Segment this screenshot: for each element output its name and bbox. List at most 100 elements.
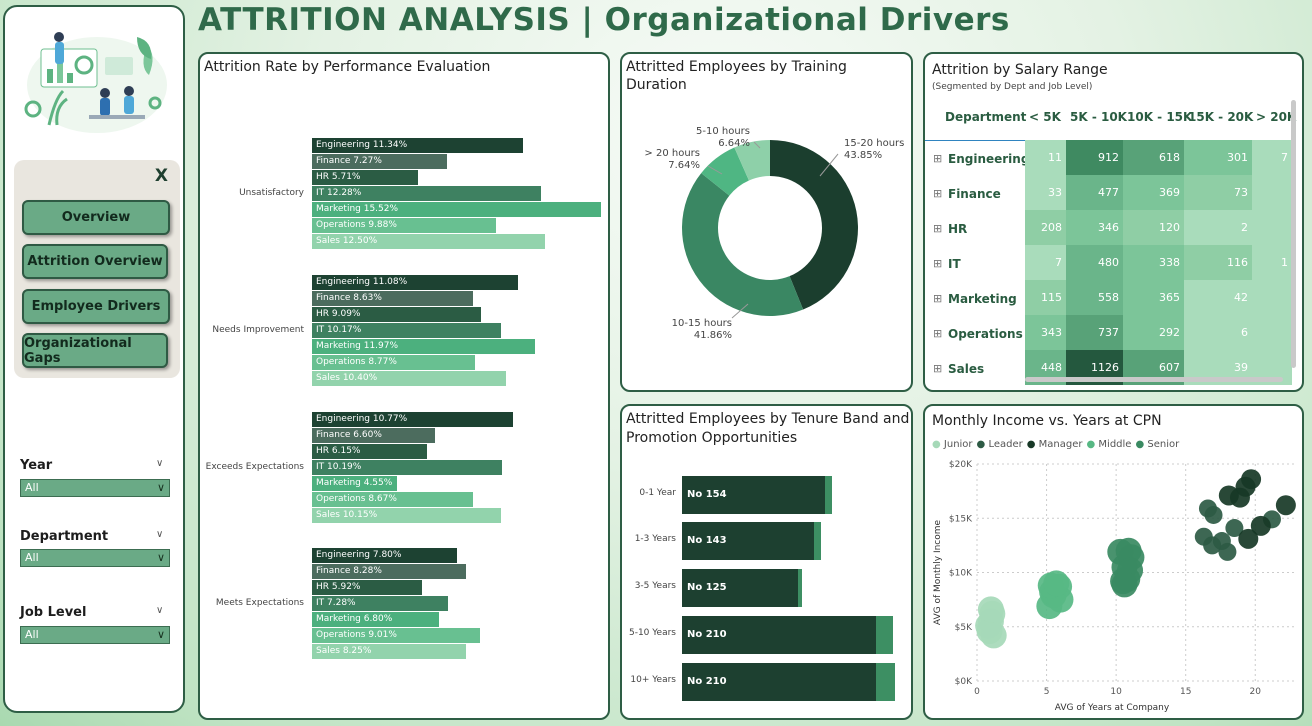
- salary-cell[interactable]: [1252, 175, 1292, 210]
- salary-cell[interactable]: 2: [1184, 210, 1252, 245]
- salary-cell[interactable]: [1252, 315, 1292, 350]
- tenure-bar-no[interactable]: No 210: [682, 616, 877, 654]
- tenure-bar-no[interactable]: No 125: [682, 569, 798, 607]
- legend-item[interactable]: ● Senior: [1135, 439, 1179, 450]
- performance-bar[interactable]: Engineering 10.77%: [312, 412, 513, 427]
- salary-cell[interactable]: 33: [1025, 175, 1066, 210]
- salary-cell[interactable]: 480: [1066, 245, 1123, 280]
- salary-cell[interactable]: 1: [1252, 245, 1292, 280]
- performance-bar[interactable]: Marketing 11.97%: [312, 339, 535, 354]
- salary-cell[interactable]: 558: [1066, 280, 1123, 315]
- salary-cell[interactable]: 11: [1025, 140, 1066, 175]
- performance-bar[interactable]: Marketing 15.52%: [312, 202, 601, 217]
- performance-bar[interactable]: HR 5.71%: [312, 170, 419, 185]
- legend-item[interactable]: ● Middle: [1087, 439, 1132, 450]
- salary-dept-label[interactable]: Marketing: [948, 292, 1017, 306]
- tenure-bar-yes[interactable]: [876, 663, 895, 701]
- chevron-down-icon[interactable]: ∨: [156, 458, 164, 469]
- performance-bar[interactable]: Engineering 11.34%: [312, 138, 524, 153]
- chevron-down-icon[interactable]: ∨: [156, 605, 164, 616]
- tenure-bar-yes[interactable]: [814, 522, 821, 560]
- tenure-bar-no[interactable]: No 154: [682, 476, 825, 514]
- donut-slice[interactable]: [734, 140, 770, 181]
- performance-bar[interactable]: HR 6.15%: [312, 444, 427, 459]
- performance-bar[interactable]: Operations 8.67%: [312, 492, 474, 507]
- performance-bar[interactable]: IT 12.28%: [312, 186, 541, 201]
- job-level-filter-select[interactable]: All ∨: [20, 626, 170, 644]
- scatter-point[interactable]: [1115, 537, 1142, 564]
- salary-cell[interactable]: 42: [1184, 280, 1252, 315]
- scatter-point[interactable]: [1198, 499, 1217, 518]
- tenure-bar-no[interactable]: No 210: [682, 663, 877, 701]
- salary-cell[interactable]: 338: [1123, 245, 1184, 280]
- expand-icon[interactable]: ⊞: [933, 257, 943, 270]
- salary-cell[interactable]: 115: [1025, 280, 1066, 315]
- performance-bar[interactable]: Sales 8.25%: [312, 644, 466, 659]
- vertical-scrollbar[interactable]: [1291, 100, 1296, 368]
- scatter-point[interactable]: [1275, 495, 1296, 516]
- salary-dept-label[interactable]: HR: [948, 222, 968, 236]
- expand-icon[interactable]: ⊞: [933, 152, 943, 165]
- chevron-down-icon[interactable]: ∨: [156, 529, 164, 540]
- nav-overview-button[interactable]: Overview: [22, 200, 170, 235]
- scatter-point[interactable]: [1111, 571, 1138, 598]
- salary-dept-label[interactable]: Operations: [948, 327, 1023, 341]
- donut-slice[interactable]: [682, 173, 804, 316]
- salary-column-header[interactable]: > 20K: [1256, 110, 1297, 124]
- salary-cell[interactable]: 120: [1123, 210, 1184, 245]
- salary-column-header[interactable]: Department: [945, 110, 1027, 124]
- salary-dept-label[interactable]: Sales: [948, 362, 985, 376]
- performance-bar[interactable]: IT 10.19%: [312, 460, 502, 475]
- salary-cell[interactable]: 477: [1066, 175, 1123, 210]
- performance-bar[interactable]: Sales 10.15%: [312, 508, 501, 523]
- salary-column-header[interactable]: 10K - 15K: [1127, 110, 1193, 124]
- close-icon[interactable]: X: [154, 166, 168, 186]
- horizontal-scrollbar[interactable]: [1025, 377, 1283, 382]
- expand-icon[interactable]: ⊞: [933, 362, 943, 375]
- expand-icon[interactable]: ⊞: [933, 187, 943, 200]
- performance-bar[interactable]: IT 7.28%: [312, 596, 448, 611]
- scatter-point[interactable]: [980, 622, 1007, 649]
- legend-item[interactable]: ● Leader: [977, 439, 1023, 450]
- legend-item[interactable]: ● Junior: [932, 439, 973, 450]
- scatter-point[interactable]: [1241, 469, 1262, 490]
- salary-cell[interactable]: 6: [1184, 315, 1252, 350]
- scatter-point[interactable]: [1250, 515, 1271, 536]
- salary-cell[interactable]: 737: [1066, 315, 1123, 350]
- nav-organizational-gaps-button[interactable]: Organizational Gaps: [22, 333, 168, 368]
- performance-bar[interactable]: Sales 12.50%: [312, 234, 545, 249]
- performance-bar[interactable]: Finance 7.27%: [312, 154, 448, 169]
- performance-bar[interactable]: Operations 9.01%: [312, 628, 480, 643]
- salary-cell[interactable]: 301: [1184, 140, 1252, 175]
- salary-column-header[interactable]: < 5K: [1029, 110, 1061, 124]
- salary-column-header[interactable]: 5K - 10K: [1070, 110, 1127, 124]
- salary-cell[interactable]: 73: [1184, 175, 1252, 210]
- scatter-point[interactable]: [1218, 542, 1237, 561]
- performance-bar[interactable]: HR 5.92%: [312, 580, 423, 595]
- salary-cell[interactable]: 116: [1184, 245, 1252, 280]
- performance-bar[interactable]: Sales 10.40%: [312, 371, 506, 386]
- salary-cell[interactable]: 292: [1123, 315, 1184, 350]
- expand-icon[interactable]: ⊞: [933, 292, 943, 305]
- performance-bar[interactable]: HR 9.09%: [312, 307, 482, 322]
- expand-icon[interactable]: ⊞: [933, 327, 943, 340]
- performance-bar[interactable]: Finance 8.28%: [312, 564, 467, 579]
- salary-cell[interactable]: 7: [1025, 245, 1066, 280]
- department-filter-select[interactable]: All ∨: [20, 549, 170, 567]
- scatter-point[interactable]: [1238, 528, 1259, 549]
- performance-bar[interactable]: Finance 6.60%: [312, 428, 435, 443]
- scatter-point[interactable]: [1043, 570, 1070, 597]
- donut-slice[interactable]: [770, 140, 858, 310]
- salary-cell[interactable]: 369: [1123, 175, 1184, 210]
- salary-cell[interactable]: [1252, 210, 1292, 245]
- salary-dept-label[interactable]: IT: [948, 257, 961, 271]
- tenure-bar-yes[interactable]: [797, 569, 803, 607]
- performance-bar[interactable]: Marketing 4.55%: [312, 476, 397, 491]
- salary-dept-label[interactable]: Finance: [948, 187, 1001, 201]
- salary-column-header[interactable]: 15K - 20K: [1188, 110, 1254, 124]
- salary-cell[interactable]: 343: [1025, 315, 1066, 350]
- performance-bar[interactable]: Marketing 6.80%: [312, 612, 439, 627]
- salary-cell[interactable]: 346: [1066, 210, 1123, 245]
- performance-bar[interactable]: Operations 9.88%: [312, 218, 496, 233]
- legend-item[interactable]: ● Manager: [1027, 439, 1083, 450]
